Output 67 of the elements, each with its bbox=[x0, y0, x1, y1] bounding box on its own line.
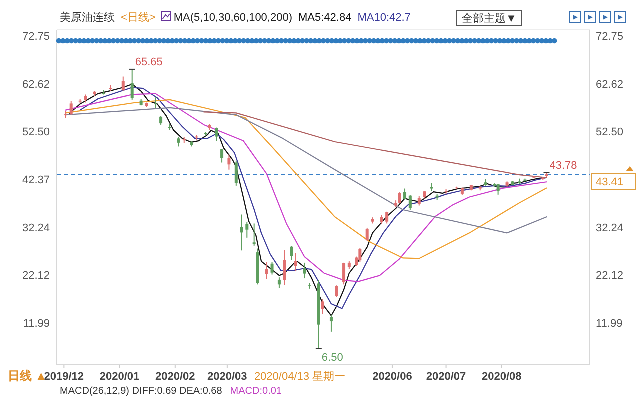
candlestick bbox=[154, 97, 158, 109]
candlestick bbox=[303, 262, 306, 280]
candlestick bbox=[386, 211, 389, 224]
candlestick bbox=[398, 192, 402, 204]
x-tick-label: 2020/06 bbox=[372, 371, 412, 383]
candlestick bbox=[321, 298, 324, 315]
candlestick bbox=[330, 314, 333, 332]
ref-line-label: 43.41 bbox=[596, 176, 624, 189]
y-tick-label: 72.75 bbox=[22, 30, 50, 43]
candlestick bbox=[240, 214, 244, 252]
candlestick bbox=[496, 184, 500, 196]
y2-tick-label: 11.99 bbox=[596, 318, 623, 330]
candlestick bbox=[404, 188, 407, 200]
annotation: 6.50 bbox=[322, 352, 344, 364]
candlestick bbox=[358, 248, 362, 262]
candlestick bbox=[342, 262, 346, 286]
text: MA5:42.84 bbox=[298, 12, 352, 24]
y-tick-label: 42.37 bbox=[22, 174, 50, 186]
candlestick bbox=[418, 196, 421, 206]
candlestick bbox=[278, 277, 281, 289]
candlestick bbox=[215, 127, 218, 142]
text: MA10:42.7 bbox=[358, 12, 411, 24]
x-tick-label: 2020/02 bbox=[156, 371, 196, 383]
candlestick bbox=[177, 136, 180, 148]
candlestick bbox=[294, 252, 298, 272]
candlestick bbox=[335, 285, 338, 298]
text: 2020/04/13 星期一 bbox=[254, 371, 346, 383]
x-tick-label: 2020/08 bbox=[482, 371, 522, 383]
text: MACD:0.01 bbox=[230, 386, 282, 397]
y-tick-label: 52.50 bbox=[22, 126, 50, 139]
y-tick-label: 22.12 bbox=[22, 270, 50, 282]
candlestick bbox=[283, 250, 286, 286]
candlestick bbox=[408, 194, 412, 211]
candlestick bbox=[70, 100, 73, 116]
candlestick bbox=[290, 246, 294, 261]
candlestick bbox=[246, 222, 249, 238]
text: MACD(26,12,9) DIFF:0.69 DEA:0.68 bbox=[60, 386, 223, 397]
line-series bbox=[65, 99, 548, 260]
line-series bbox=[204, 112, 548, 178]
line-series bbox=[65, 107, 548, 234]
chart-subtitle: <日线> bbox=[121, 11, 156, 24]
candlestick bbox=[228, 154, 231, 170]
y-tick-label: 32.24 bbox=[22, 222, 50, 234]
candlestick bbox=[252, 223, 256, 246]
ref-label: 43.41 bbox=[592, 173, 636, 190]
x-tick-label: 2020/01 bbox=[100, 371, 140, 383]
candlestick bbox=[270, 261, 274, 276]
candlestick bbox=[265, 261, 268, 280]
annotation: 65.65 bbox=[135, 56, 163, 68]
annotation: 43.78 bbox=[550, 160, 578, 172]
x-tick-label: 2020/03 bbox=[208, 371, 248, 383]
y2-tick-label: 72.75 bbox=[596, 30, 624, 43]
candlestick bbox=[366, 227, 369, 242]
y-tick-label: 62.62 bbox=[22, 78, 50, 91]
y2-tick-label: 22.12 bbox=[596, 270, 624, 282]
candlestick bbox=[220, 148, 224, 164]
y2-tick-label: 52.50 bbox=[596, 126, 624, 139]
x-tick-label: 2020/07 bbox=[426, 371, 466, 383]
x-tick-label: 2019/12 bbox=[44, 371, 84, 383]
chart-title: 美原油连续 bbox=[60, 11, 115, 24]
text: 全部主题▼ bbox=[462, 12, 517, 25]
legend-title: MA(5,10,30,60,100,200) bbox=[174, 12, 292, 24]
y2-tick-label: 62.62 bbox=[596, 78, 624, 91]
y2-tick-label: 32.24 bbox=[596, 222, 624, 234]
candlestick bbox=[234, 160, 238, 186]
y-tick-label: 11.99 bbox=[23, 318, 50, 330]
candlestick bbox=[122, 76, 125, 92]
